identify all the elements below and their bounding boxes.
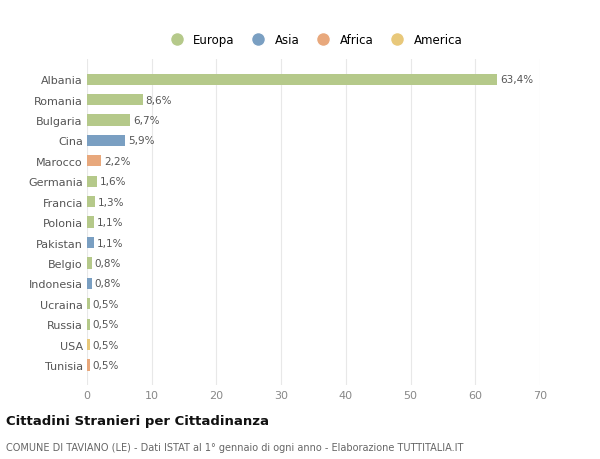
Bar [87,135,125,147]
Text: 1,1%: 1,1% [97,218,123,228]
Bar [87,319,90,330]
Text: 5,9%: 5,9% [128,136,154,146]
Text: 2,2%: 2,2% [104,157,130,167]
Legend: Europa, Asia, Africa, America: Europa, Asia, Africa, America [160,30,467,52]
Bar [87,237,94,249]
Bar [87,196,95,208]
Bar [87,298,90,310]
Bar [87,339,90,350]
Text: 6,7%: 6,7% [133,116,160,126]
Bar [87,115,130,126]
Bar [87,359,90,371]
Text: Cittadini Stranieri per Cittadinanza: Cittadini Stranieri per Cittadinanza [6,414,269,428]
Bar [87,95,143,106]
Text: 63,4%: 63,4% [500,75,533,85]
Bar [87,176,97,187]
Text: 0,8%: 0,8% [95,258,121,269]
Text: 8,6%: 8,6% [145,95,172,106]
Text: 0,5%: 0,5% [93,299,119,309]
Text: 0,5%: 0,5% [93,340,119,350]
Bar [87,258,92,269]
Text: 1,3%: 1,3% [98,197,125,207]
Bar [87,278,92,289]
Text: 0,8%: 0,8% [95,279,121,289]
Bar [87,156,101,167]
Text: 0,5%: 0,5% [93,360,119,370]
Bar [87,217,94,228]
Bar [87,74,497,86]
Text: 0,5%: 0,5% [93,319,119,330]
Text: 1,6%: 1,6% [100,177,127,187]
Text: 1,1%: 1,1% [97,238,123,248]
Text: COMUNE DI TAVIANO (LE) - Dati ISTAT al 1° gennaio di ogni anno - Elaborazione TU: COMUNE DI TAVIANO (LE) - Dati ISTAT al 1… [6,442,463,452]
